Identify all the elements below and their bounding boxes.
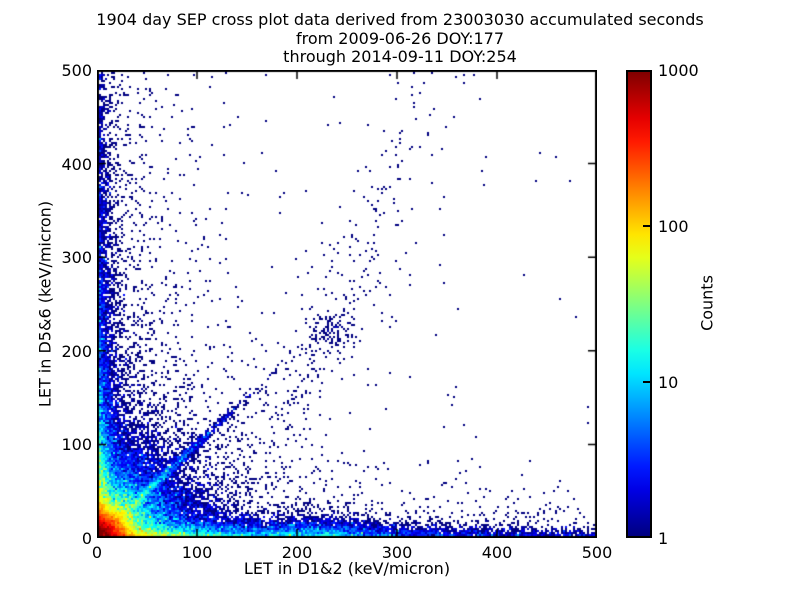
colorbar (626, 70, 652, 538)
y-tick-label: 200 (61, 341, 92, 361)
colorbar-tick-mark (643, 381, 650, 383)
x-tick-label: 400 (481, 543, 513, 562)
title-line-3: through 2014-09-11 DOY:254 (283, 47, 517, 66)
colorbar-tick-label: 1000 (658, 61, 699, 80)
x-tick-label: 100 (181, 543, 213, 562)
density-plot-canvas (97, 70, 597, 538)
y-tick-label: 500 (61, 61, 92, 80)
x-tick-label: 300 (381, 543, 413, 562)
chart-title: 1904 day SEP cross plot data derived fro… (0, 10, 800, 67)
colorbar-tick-label: 1 (658, 529, 669, 548)
y-tick-label: 400 (61, 154, 92, 174)
colorbar-axis-label: Counts (697, 275, 717, 331)
x-tick-label: 500 (581, 543, 613, 562)
x-tick-label: 0 (91, 543, 103, 562)
colorbar-tick-mark (643, 225, 650, 227)
title-line-2: from 2009-06-26 DOY:177 (295, 28, 504, 48)
y-tick-label: 100 (61, 435, 92, 455)
title-line-1: 1904 day SEP cross plot data derived fro… (96, 10, 704, 29)
y-axis-label: LET in D5&6 (keV/micron) (35, 200, 55, 408)
colorbar-tick-label: 10 (658, 373, 679, 392)
x-axis-label: LET in D1&2 (keV/micron) (243, 559, 451, 578)
y-tick-label: 300 (61, 248, 92, 268)
x-tick-label: 200 (281, 543, 313, 562)
colorbar-gradient (628, 72, 650, 536)
y-tick-label: 0 (81, 529, 92, 548)
colorbar-tick-label: 100 (658, 217, 689, 236)
